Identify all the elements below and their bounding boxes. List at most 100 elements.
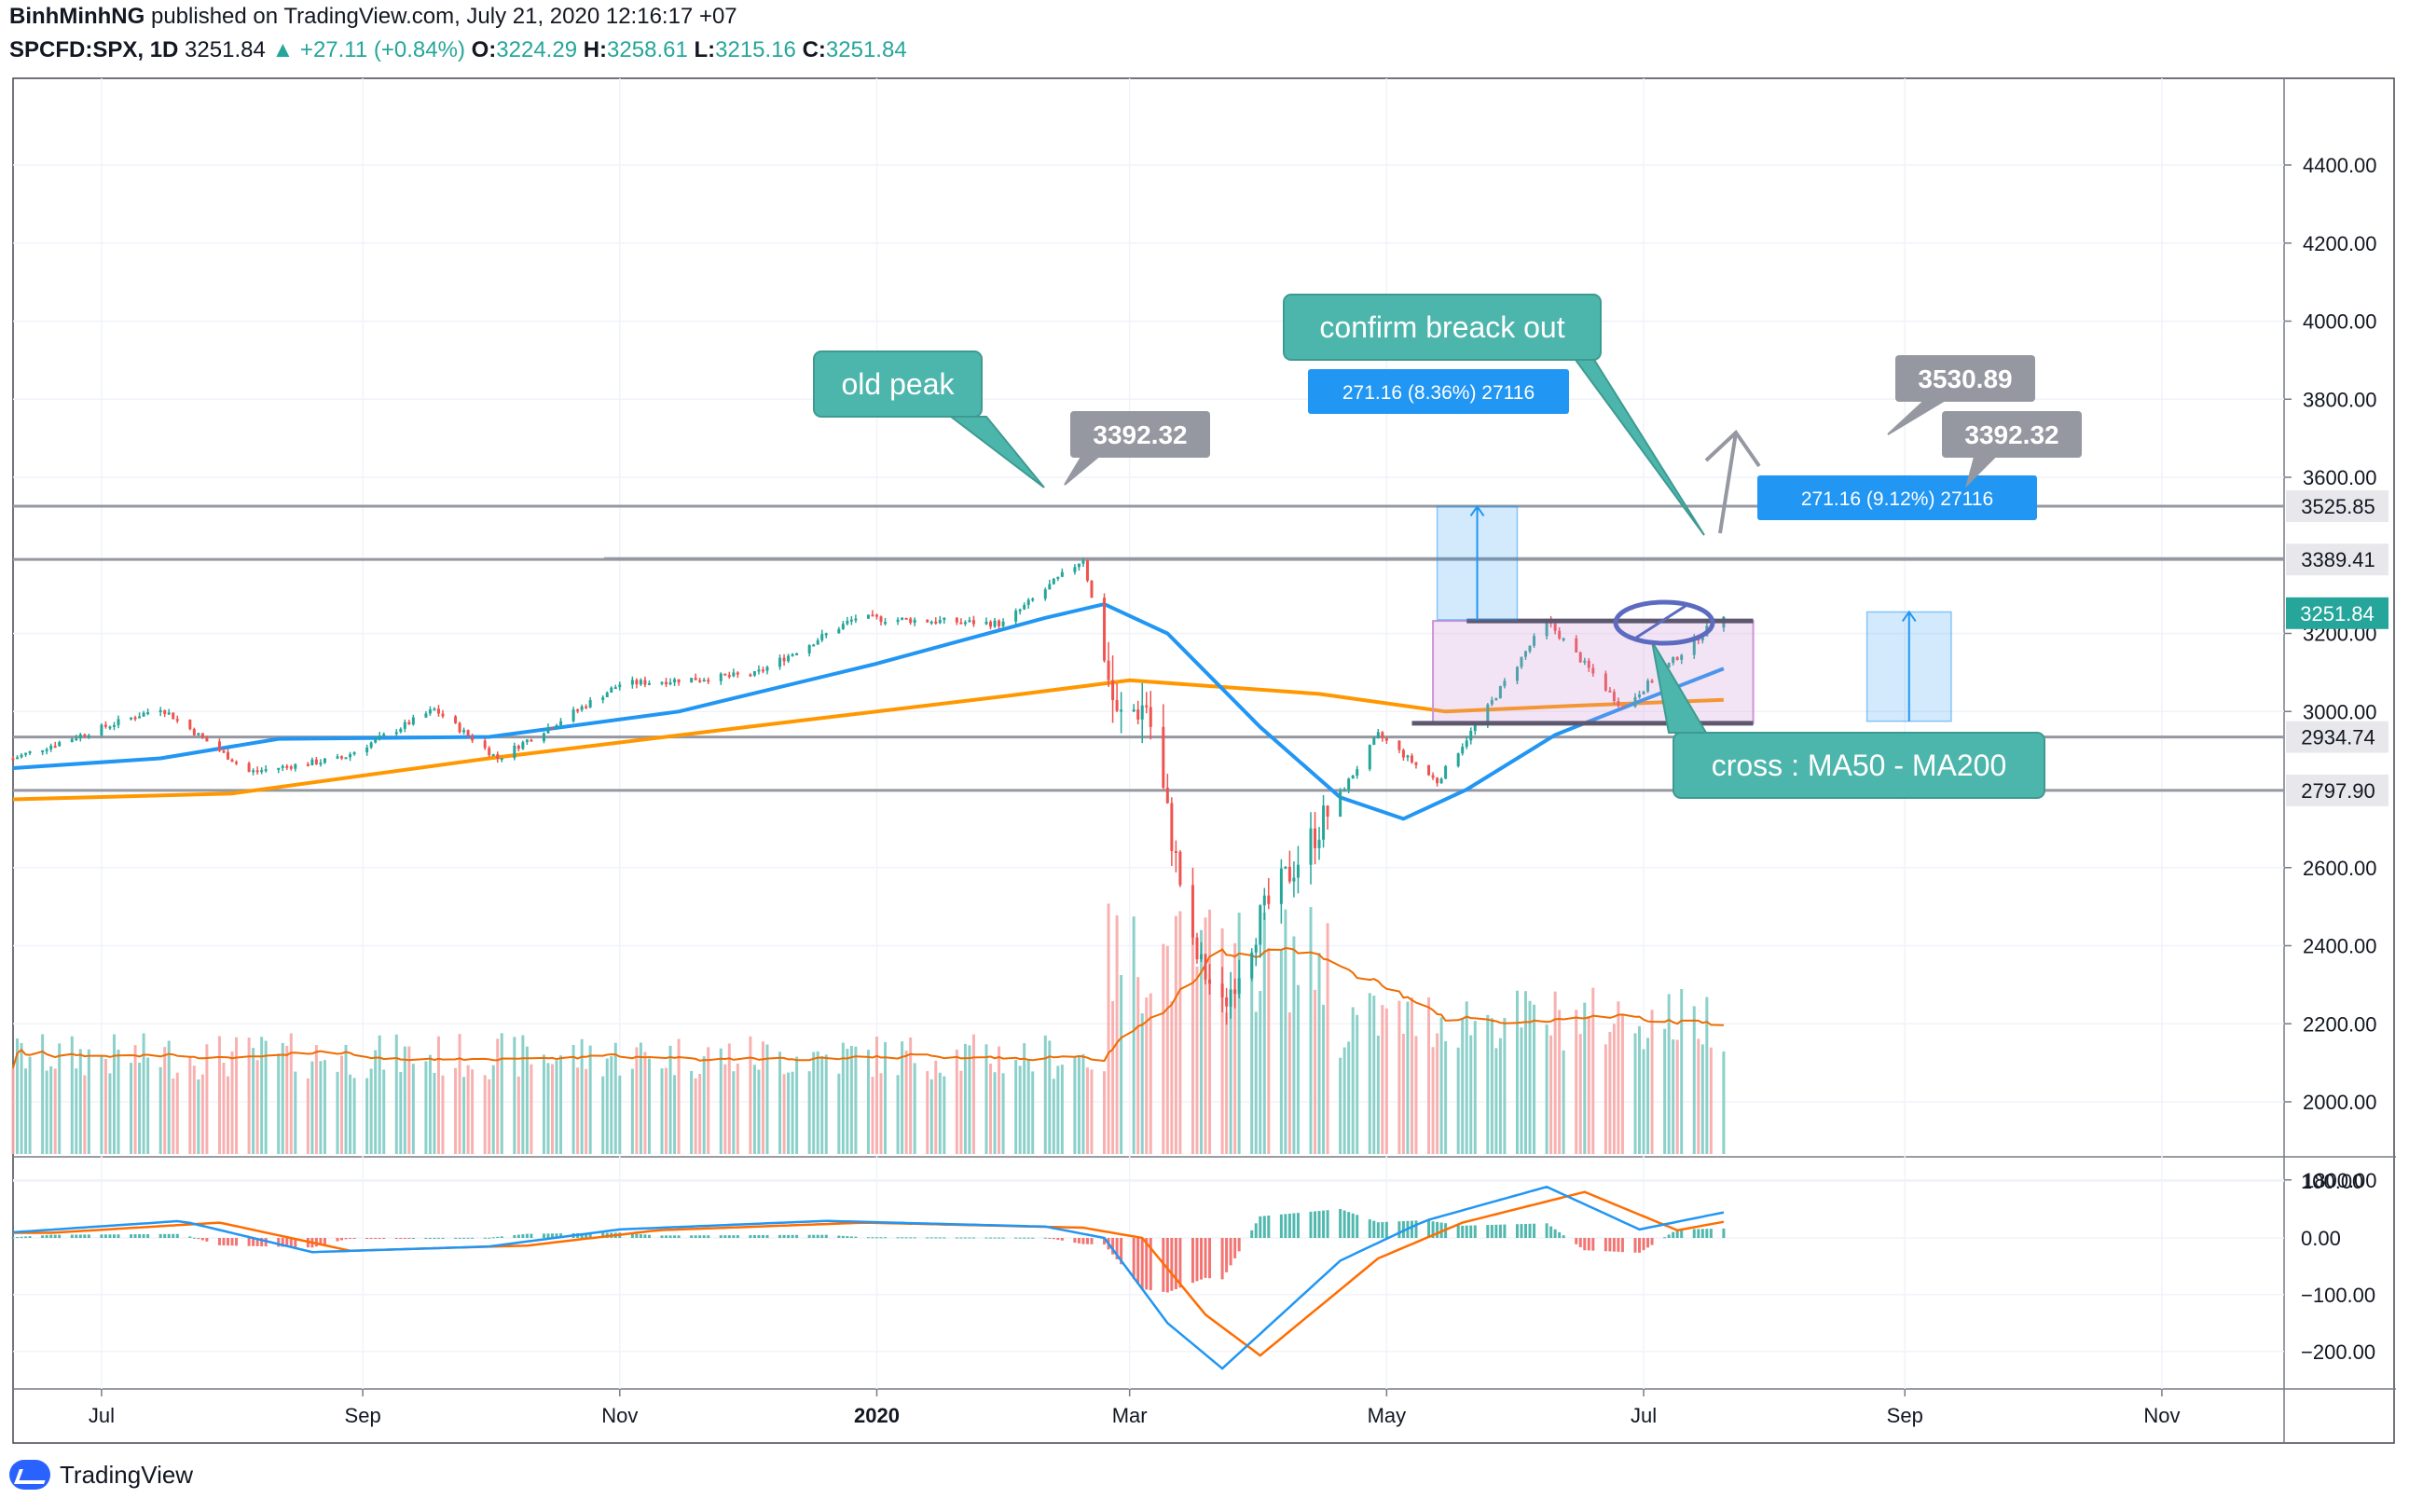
candle-body — [462, 730, 466, 733]
volume-bar — [1410, 997, 1413, 1154]
volume-bar — [896, 1075, 900, 1154]
candle-body — [41, 749, 45, 752]
volume-bar — [884, 1041, 888, 1154]
symbol-label[interactable]: SPCFD:SPX, 1D — [9, 37, 179, 62]
volume-bar — [1700, 1044, 1704, 1154]
volume-bar — [585, 1068, 588, 1154]
candle-body — [530, 739, 533, 742]
macd-hist-bar — [1178, 1238, 1182, 1288]
volume-bar — [1191, 926, 1194, 1154]
volume-bar — [971, 1034, 975, 1154]
macd-hist-bar — [260, 1238, 264, 1246]
macd-hist-bar — [879, 1237, 883, 1239]
macd-hist-bar — [1587, 1238, 1590, 1251]
candle-body — [824, 633, 828, 636]
macd-hist-bar — [200, 1238, 204, 1241]
candle-body — [795, 653, 799, 655]
candle-body — [1279, 868, 1283, 904]
macd-hist-bar — [761, 1234, 764, 1238]
volume-bar — [264, 1040, 268, 1154]
candle-body — [142, 712, 145, 717]
volume-bar — [336, 1071, 339, 1154]
volume-bar — [1162, 943, 1165, 1154]
macd-hist-bar — [172, 1233, 175, 1238]
candle-body — [807, 644, 811, 653]
candle-body — [1515, 667, 1519, 681]
macd-hist-bar — [1120, 1238, 1123, 1265]
volume-bar — [407, 1046, 411, 1154]
volume-bar — [1436, 1033, 1439, 1154]
macd-hist-bar — [197, 1238, 200, 1240]
macd-hist-bar — [1692, 1229, 1696, 1238]
candle-body — [226, 751, 229, 760]
volume-bars — [11, 903, 1726, 1154]
macd-hist-bar — [142, 1233, 145, 1238]
volume-bar — [1414, 1036, 1418, 1154]
volume-bar — [483, 1075, 487, 1154]
candle-body — [968, 620, 971, 623]
candle-body — [707, 680, 710, 682]
candle-body — [1043, 589, 1047, 599]
candle-body — [1060, 571, 1064, 577]
volume-bar — [411, 1064, 415, 1154]
macd-hist-bar — [555, 1233, 558, 1238]
macd-hist-bar — [1672, 1231, 1675, 1238]
macd-hist-bar — [1705, 1229, 1709, 1238]
candle-body — [1052, 578, 1055, 584]
volume-bar — [926, 1071, 929, 1154]
price-tick-label: 2000.00 — [2303, 1091, 2377, 1114]
macd-hist-bar — [516, 1234, 520, 1238]
candle-body — [1136, 709, 1140, 720]
candle-body — [78, 734, 82, 739]
candle-body — [1342, 790, 1346, 792]
volume-bar — [1342, 1047, 1346, 1154]
volume-bar — [1279, 949, 1283, 1154]
macd-hist-bar — [314, 1238, 318, 1247]
candle-body — [172, 712, 175, 720]
candle-body — [1317, 839, 1321, 848]
macd-hist-bar — [521, 1234, 525, 1238]
volume-bar — [849, 1045, 853, 1154]
candle-body — [197, 733, 200, 735]
candle-body — [1170, 803, 1174, 851]
volume-bar — [1680, 989, 1684, 1154]
volume-bar — [1642, 1049, 1645, 1154]
volume-bar — [795, 1056, 799, 1154]
macd-hist-bar — [1431, 1221, 1435, 1238]
macd-hist-bar — [78, 1234, 82, 1238]
peak-price-label-right: 3392.32 — [1964, 420, 2058, 449]
candle-body — [407, 722, 411, 725]
author-name[interactable]: BinhMinhNG — [9, 4, 145, 29]
candle-body — [1372, 737, 1376, 746]
candle-body — [1237, 978, 1241, 995]
volume-bar — [197, 1079, 200, 1154]
tradingview-brand[interactable]: TradingView — [9, 1460, 193, 1490]
macd-hist-bar — [530, 1233, 533, 1238]
macd-hist-bar — [550, 1233, 554, 1238]
candle-body — [761, 669, 764, 672]
macd-hist-bar — [285, 1238, 289, 1247]
volume-bar — [462, 1077, 466, 1154]
candle-body — [913, 619, 916, 624]
macd-hist-bar — [1326, 1210, 1329, 1238]
peak-price-label-pointer — [1064, 456, 1101, 486]
candle-body — [866, 614, 870, 619]
candle-body — [1254, 944, 1258, 953]
macd-hist-bar — [1233, 1238, 1237, 1258]
volume-bar — [1174, 915, 1177, 1154]
macd-hist-bar — [281, 1238, 284, 1247]
candle-body — [1339, 790, 1342, 817]
candle-body — [1162, 726, 1165, 788]
macd-hist-bar — [1697, 1229, 1700, 1238]
volume-ma-line — [12, 946, 1724, 1069]
level-price-label: 2934.74 — [2301, 726, 2375, 749]
time-tick-label: Nov — [2143, 1404, 2180, 1427]
macd-hist-bar — [365, 1238, 369, 1239]
candle-body — [1456, 753, 1460, 766]
macd-hist-bar — [1220, 1238, 1224, 1280]
open-label: O: — [471, 37, 497, 62]
volume-bar — [1663, 1028, 1667, 1154]
level-price-box — [2286, 543, 2388, 576]
candle-body — [1642, 691, 1645, 694]
